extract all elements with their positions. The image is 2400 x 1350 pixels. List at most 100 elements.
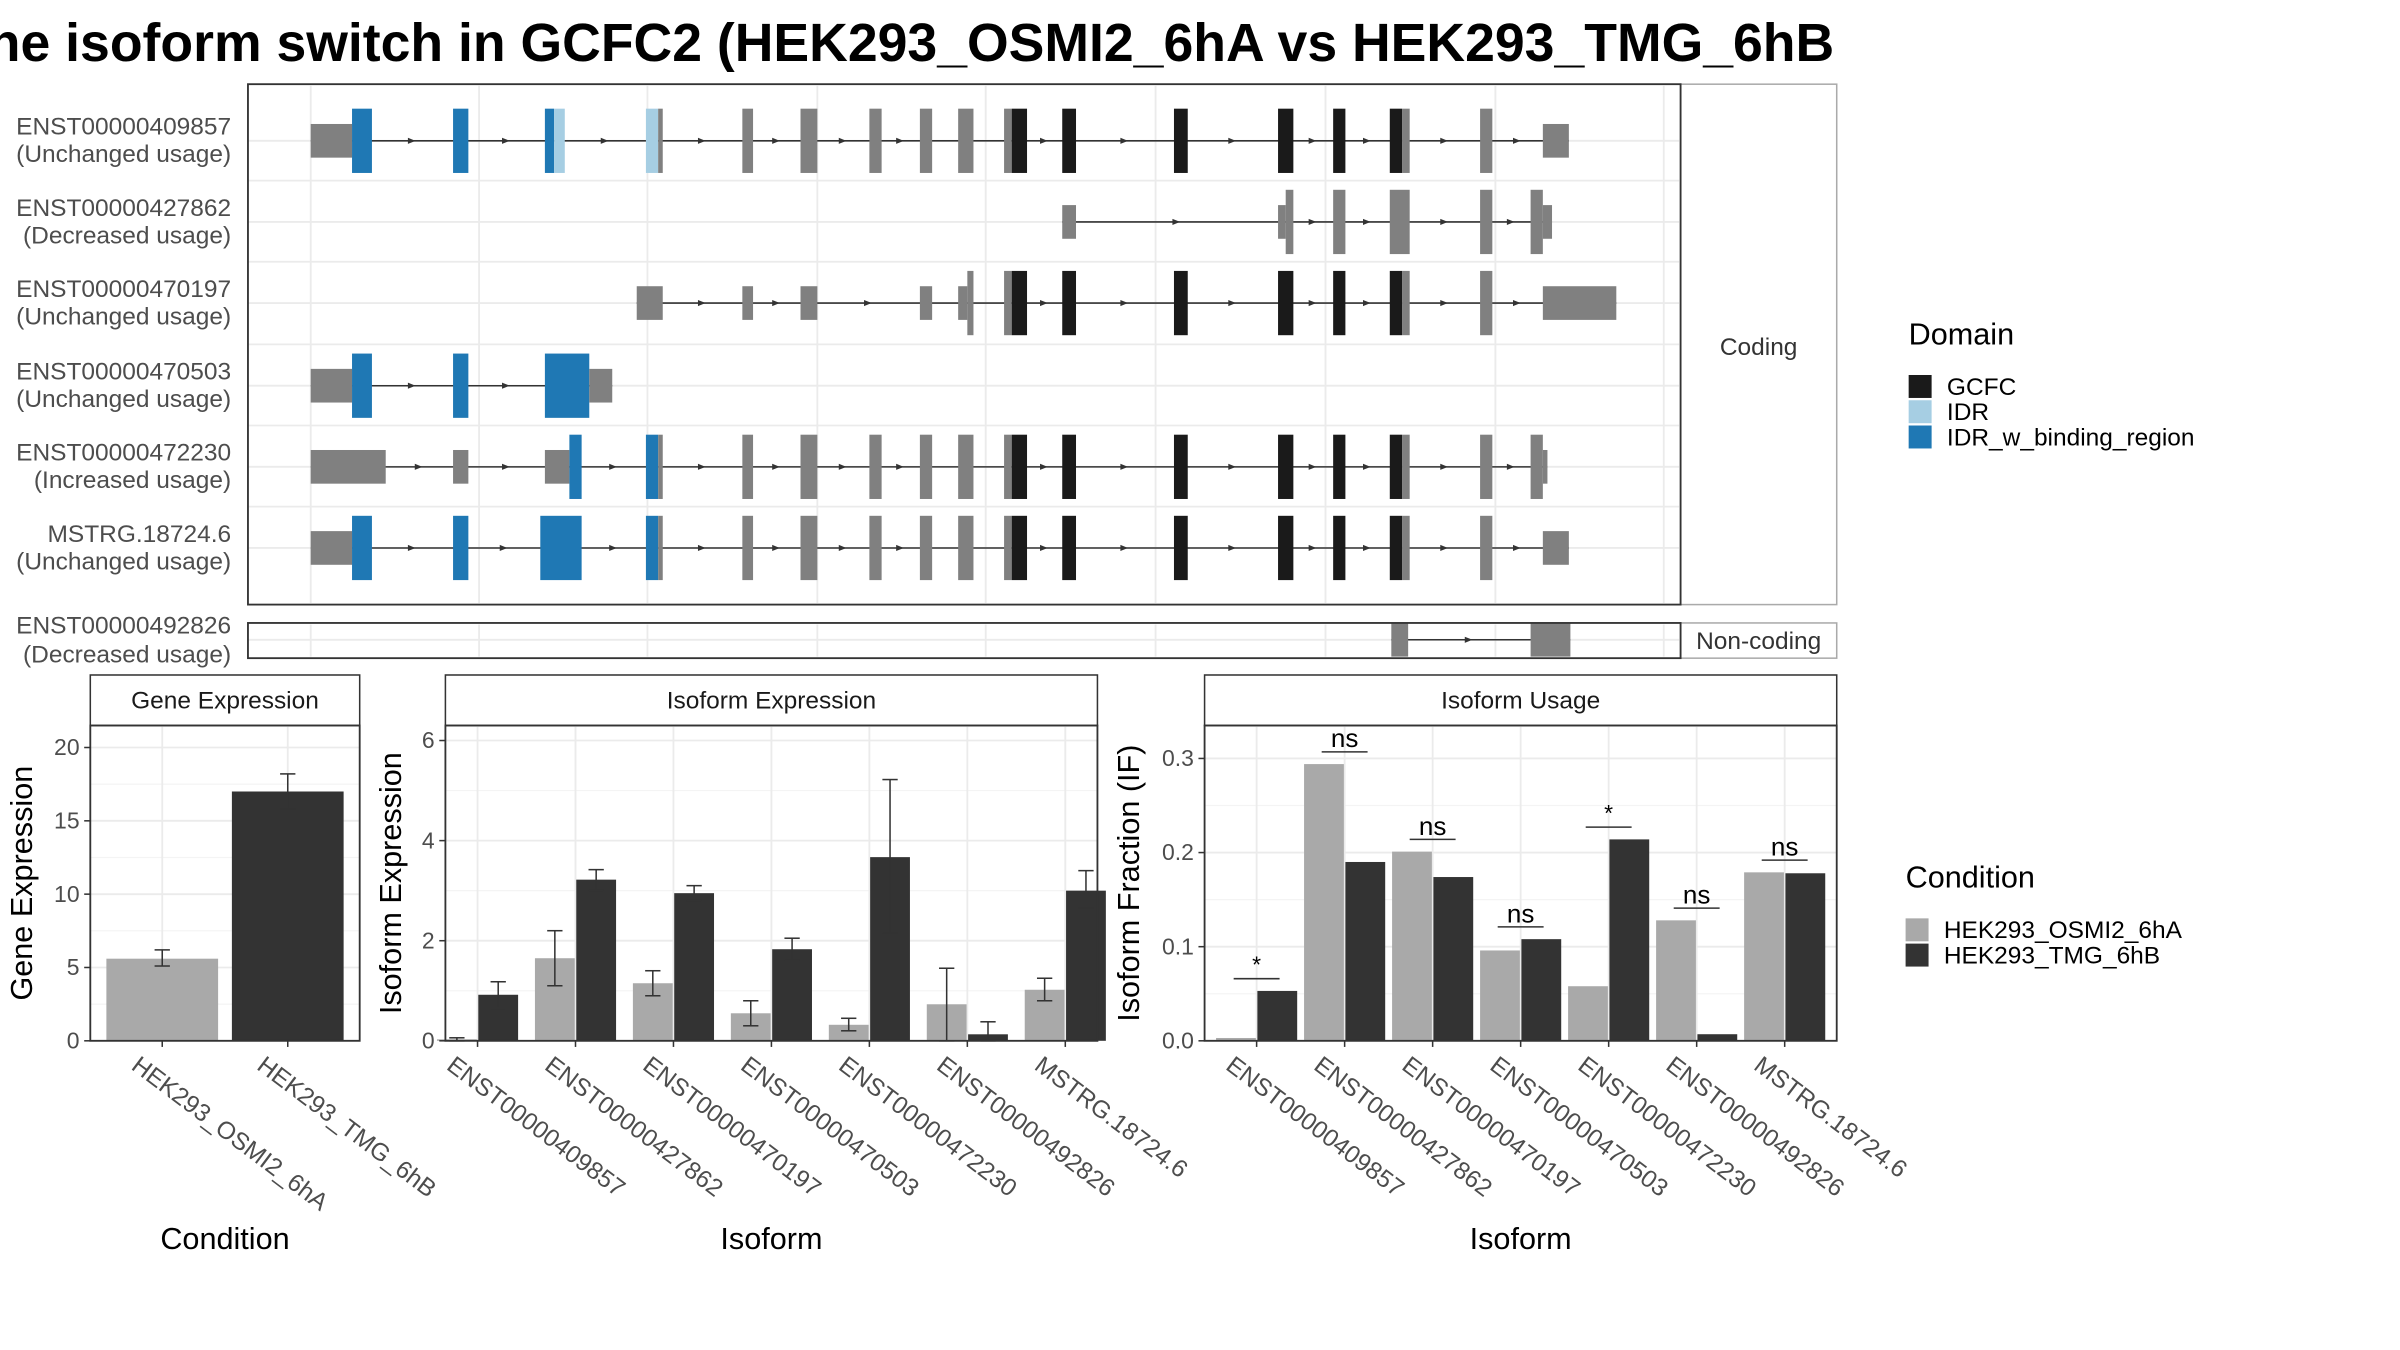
exon-block: [544, 353, 590, 418]
transcript-status-label: (Increased usage): [34, 467, 231, 494]
x-axis-title: Isoform: [1470, 1222, 1572, 1256]
intron-arrow: [1040, 463, 1048, 470]
intron-arrow: [1308, 299, 1317, 307]
bar: [1744, 872, 1784, 1041]
exon-block: [1333, 434, 1346, 499]
x-tick-label: ENST00000472230: [834, 1052, 1022, 1203]
exon-block: [958, 286, 968, 320]
intron-arrow: [1512, 137, 1521, 144]
y-tick-label: 2: [422, 927, 435, 953]
exon-block: [1530, 189, 1543, 255]
intron-arrow: [1506, 218, 1515, 225]
transcript-structure-panel: CodingNon-codingENST00000409857(Unchange…: [16, 83, 1838, 669]
bar: [1480, 950, 1520, 1041]
exon-block: [1278, 108, 1294, 173]
intron-arrow: [1228, 544, 1236, 552]
legend-swatch: [1908, 374, 1932, 398]
exon-block: [919, 108, 933, 173]
exon-block: [1402, 515, 1410, 581]
exon-block: [1333, 108, 1346, 173]
exon-block: [1011, 434, 1028, 499]
intron-arrow: [896, 137, 904, 144]
legend-label: GCFC: [1947, 374, 2016, 401]
condition-legend-title: Condition: [1906, 861, 2035, 895]
intron-arrow: [1440, 544, 1448, 552]
exon-block: [1389, 515, 1403, 581]
exon-block: [1389, 270, 1403, 336]
bar: [1066, 890, 1106, 1041]
exon-block: [1173, 270, 1188, 336]
exon-block: [569, 434, 582, 499]
exon-block: [544, 449, 570, 484]
y-tick-label: 0.3: [1162, 745, 1194, 771]
exon-block: [658, 515, 663, 581]
intron-arrow: [1120, 544, 1129, 552]
exon-block: [1391, 622, 1409, 657]
intron-arrow: [407, 544, 416, 552]
intron-arrow: [1172, 218, 1181, 225]
exon-block: [869, 515, 882, 581]
significance-label: *: [1604, 800, 1613, 826]
intron-arrow: [1362, 137, 1371, 144]
intron-arrow: [772, 299, 780, 307]
transcript-row-3: [310, 353, 613, 418]
exon-block: [645, 434, 659, 499]
intron-arrow: [502, 382, 510, 389]
y-axis-title: Isoform Fraction (IF): [1112, 745, 1146, 1022]
transcript-status-label: (Unchanged usage): [16, 141, 231, 168]
legend-label: IDR_w_binding_region: [1947, 424, 2195, 451]
exon-block: [1004, 515, 1012, 581]
exon-block: [544, 108, 555, 173]
exon-block: [1011, 108, 1028, 173]
intron-arrow: [407, 382, 416, 389]
y-tick-label: 0.1: [1162, 933, 1194, 959]
exon-block: [958, 434, 974, 499]
y-tick-label: 4: [422, 827, 435, 853]
panel-strip-title: Isoform Expression: [667, 688, 876, 715]
bar: [1697, 1034, 1738, 1041]
noncoding-strip-label: Non-coding: [1696, 628, 1821, 655]
transcript-row-5: [310, 515, 1569, 581]
intron-arrow: [499, 544, 508, 552]
y-tick-label: 5: [67, 954, 80, 980]
intron-arrow: [609, 463, 617, 470]
intron-arrow: [407, 137, 416, 144]
intron-arrow: [1362, 463, 1371, 470]
exon-block: [352, 515, 372, 581]
exon-block: [1173, 434, 1188, 499]
bar: [231, 791, 344, 1041]
transcript-status-label: (Decreased usage): [23, 642, 231, 669]
exon-block: [1062, 205, 1077, 239]
legend-swatch: [1908, 425, 1932, 449]
intron-arrow: [1512, 544, 1521, 552]
transcript-row-1: [1062, 189, 1553, 255]
isoform-usage-chart: Isoform Usage*nsnsns*nsns0.00.10.20.3ENS…: [1112, 674, 1912, 1256]
coding-panel-border: [247, 83, 1682, 606]
intron-arrow: [1440, 137, 1448, 144]
intron-arrow: [600, 137, 609, 144]
intron-arrow: [502, 463, 510, 470]
coding-strip-box: [1679, 83, 1838, 606]
bar: [1609, 839, 1650, 1041]
exon-block: [1542, 286, 1617, 320]
x-tick-label: ENST00000470197: [638, 1052, 826, 1203]
y-tick-label: 20: [54, 734, 80, 760]
intron-arrow: [697, 137, 706, 144]
significance-label: ns: [1683, 879, 1710, 909]
noncoding-strip-box: [1679, 622, 1838, 659]
intron-arrow: [1308, 463, 1317, 470]
intron-arrow: [838, 544, 847, 552]
bar: [828, 1024, 869, 1041]
bar: [1216, 1037, 1256, 1041]
exon-block: [1480, 515, 1493, 581]
transcript-id-label: ENST00000427862: [16, 195, 231, 222]
exon-block: [1285, 189, 1294, 255]
transcript-status-label: (Unchanged usage): [16, 303, 231, 330]
noncoding-panel-border: [247, 622, 1682, 660]
intron-arrow: [838, 137, 847, 144]
exon-block: [658, 108, 663, 173]
bar: [1304, 764, 1344, 1041]
exon-block: [967, 270, 974, 336]
exon-block: [1062, 108, 1077, 173]
transcript-status-label: (Decreased usage): [23, 222, 231, 249]
